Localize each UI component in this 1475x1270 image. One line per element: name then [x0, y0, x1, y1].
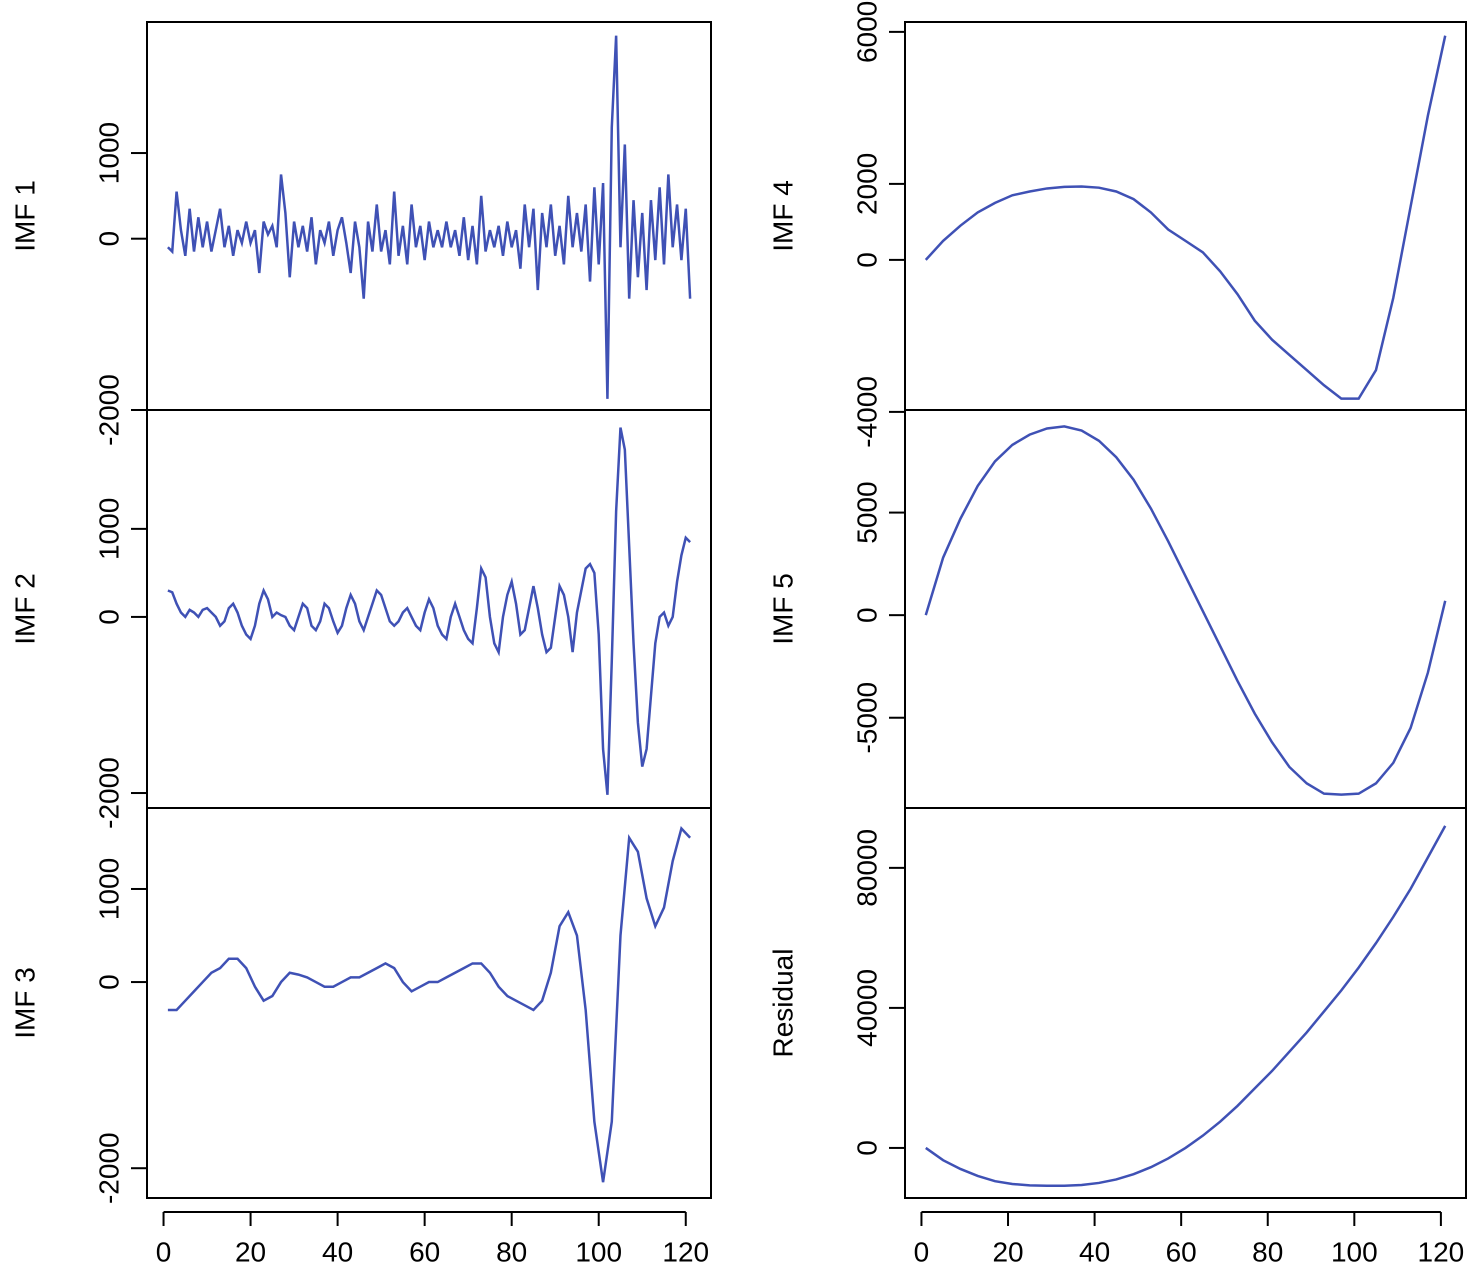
data-line [167, 427, 691, 795]
panel-frame [904, 807, 1467, 1199]
x-tick-label: 60 [1166, 1236, 1197, 1267]
y-tick-label: 6000 [851, 1, 882, 63]
y-tick-label: 1000 [93, 858, 124, 920]
x-tick-label: 120 [662, 1236, 709, 1267]
y-tick-label: 0 [93, 231, 124, 247]
data-line [167, 825, 692, 1183]
data-line [925, 825, 1447, 1187]
y-tick-label: -2000 [93, 1132, 124, 1204]
x-tick-label: 40 [1079, 1236, 1110, 1267]
y-tick-label: 5000 [851, 481, 882, 543]
data-line [167, 35, 692, 399]
panel-frame [904, 21, 1467, 411]
x-tick-label: 100 [1331, 1236, 1378, 1267]
x-tick-label: 80 [1252, 1236, 1283, 1267]
y-tick-label: 0 [851, 607, 882, 623]
x-tick-label: 20 [992, 1236, 1023, 1267]
y-axis-label: IMF 1 [9, 180, 40, 252]
x-tick-label: 0 [156, 1236, 172, 1267]
y-tick-label: -2000 [93, 374, 124, 446]
y-axis-label: IMF 2 [9, 573, 40, 645]
y-tick-label: 2000 [851, 153, 882, 215]
y-axis-label: Residual [767, 949, 798, 1058]
y-tick-label: 40000 [851, 969, 882, 1047]
data-line [924, 35, 1447, 400]
y-tick-label: 0 [851, 1140, 882, 1156]
x-tick-label: 60 [409, 1236, 440, 1267]
y-tick-label: 0 [851, 252, 882, 268]
y-tick-label: -5000 [851, 682, 882, 754]
panel-frame [146, 807, 712, 1199]
y-tick-label: 80000 [851, 829, 882, 907]
x-tick-label: 40 [322, 1236, 353, 1267]
x-tick-label: 0 [914, 1236, 930, 1267]
x-tick-label: 100 [575, 1236, 622, 1267]
y-axis-label: IMF 4 [767, 180, 798, 252]
x-tick-label: 80 [496, 1236, 527, 1267]
x-tick-label: 120 [1418, 1236, 1465, 1267]
y-tick-label: 0 [93, 974, 124, 990]
y-axis-label: IMF 5 [767, 573, 798, 645]
y-tick-label: 1000 [93, 122, 124, 184]
y-tick-label: -2000 [93, 757, 124, 829]
y-tick-label: 1000 [93, 498, 124, 560]
y-tick-label: 0 [93, 609, 124, 625]
x-tick-label: 20 [235, 1236, 266, 1267]
data-line [924, 425, 1447, 796]
y-tick-label: -4000 [851, 376, 882, 448]
y-axis-label: IMF 3 [9, 967, 40, 1039]
